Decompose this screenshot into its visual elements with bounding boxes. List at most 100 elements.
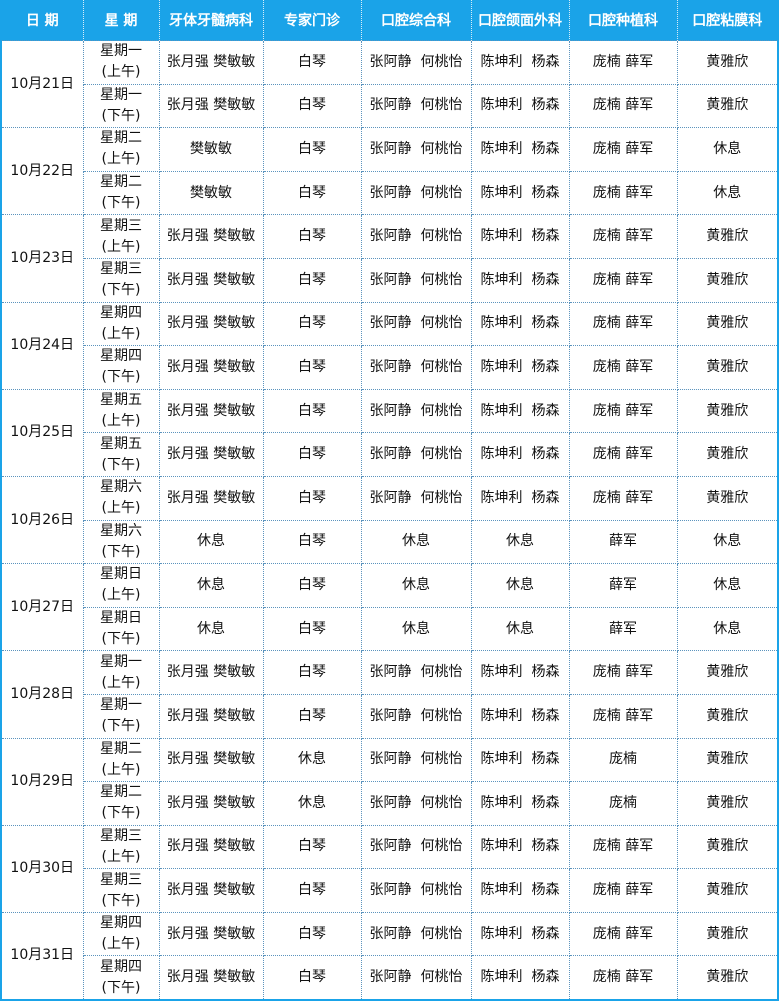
endodontics-cell: 张月强 樊敏敏	[158, 301, 264, 347]
table-row: 星期日 (下午) 休息 白琴 休息 休息 薛军 休息	[1, 606, 779, 652]
general-dentistry-cell: 张阿静 何桃怡	[360, 650, 472, 695]
maxillofacial-surgery-cell: 陈坤利 杨森	[470, 388, 570, 434]
general-dentistry-cell: 张阿静 何桃怡	[360, 40, 472, 85]
general-dentistry-cell: 张阿静 何桃怡	[360, 388, 472, 434]
session-label: (下午)	[101, 805, 141, 822]
session-label: (上午)	[101, 761, 141, 778]
table-row: 星期三 (下午) 张月强 樊敏敏 白琴 张阿静 何桃怡 陈坤利 杨森 庞楠 薛军 黄雅欣	[1, 868, 779, 913]
weekday-cell: 星期三 (上午)	[82, 824, 160, 870]
weekday-cell: 星期四 (上午)	[82, 911, 160, 957]
weekday-cell: 星期六 (下午)	[82, 519, 160, 565]
weekday-label: 星期六	[100, 479, 142, 496]
weekday-cell: 星期二 (上午)	[82, 737, 160, 783]
endodontics-cell: 休息	[158, 519, 264, 565]
session-label: (上午)	[101, 936, 141, 953]
expert-clinic-cell: 白琴	[262, 345, 362, 390]
implant-cell: 庞楠 薛军	[568, 127, 678, 172]
oral-mucosa-cell: 黄雅欣	[676, 432, 779, 477]
implant-cell: 庞楠	[568, 737, 678, 783]
expert-clinic-cell: 白琴	[262, 257, 362, 303]
general-dentistry-cell: 张阿静 何桃怡	[360, 83, 472, 129]
weekday-label: 星期三	[100, 261, 142, 278]
maxillofacial-surgery-cell: 陈坤利 杨森	[470, 214, 570, 259]
table-row: 10月26日 星期六 (上午) 张月强 樊敏敏 白琴 张阿静 何桃怡 陈坤利 杨森 庞楠 薛军…	[0, 475, 779, 565]
date-cell: 10月28日	[0, 650, 84, 739]
maxillofacial-surgery-cell: 陈坤利 杨森	[470, 475, 570, 521]
weekday-label: 星期日	[100, 566, 142, 583]
table-row: 星期二 (下午) 樊敏敏 白琴 张阿静 何桃怡 陈坤利 杨森 庞楠 薛军 休息	[1, 170, 779, 216]
weekday-label: 星期日	[100, 610, 142, 627]
general-dentistry-cell: 张阿静 何桃怡	[360, 432, 472, 477]
implant-cell: 庞楠 薛军	[568, 170, 678, 216]
date-cell: 10月21日	[0, 39, 84, 129]
weekday-cell: 星期二 (上午)	[82, 127, 160, 172]
date-cell: 10月26日	[0, 475, 84, 565]
expert-clinic-cell: 白琴	[262, 693, 362, 739]
general-dentistry-cell: 张阿静 何桃怡	[360, 127, 472, 172]
table-row: 10月27日 星期日 (上午) 休息 白琴 休息 休息 薛军 休息	[0, 563, 779, 652]
weekday-cell: 星期五 (上午)	[82, 388, 160, 434]
table-row: 10月24日 星期四 (上午) 张月强 樊敏敏 白琴 张阿静 何桃怡 陈坤利 杨森 庞楠 薛军…	[0, 301, 779, 390]
weekday-label: 星期六	[100, 522, 142, 539]
weekday-label: 星期一	[100, 697, 142, 714]
implant-cell: 庞楠 薛军	[568, 693, 678, 739]
weekday-cell: 星期三 (上午)	[82, 214, 160, 259]
oral-mucosa-cell: 休息	[676, 563, 779, 608]
header-general-dentistry: 口腔综合科	[360, 0, 471, 41]
expert-clinic-cell: 白琴	[262, 911, 362, 957]
date-cell: 10月22日	[0, 127, 84, 216]
expert-clinic-cell: 白琴	[262, 650, 362, 695]
session-label: (下午)	[101, 892, 141, 909]
endodontics-cell: 张月强 樊敏敏	[158, 214, 264, 259]
expert-clinic-cell: 白琴	[262, 563, 362, 608]
oral-mucosa-cell: 黄雅欣	[676, 868, 779, 913]
table-row: 10月22日 星期二 (上午) 樊敏敏 白琴 张阿静 何桃怡 陈坤利 杨森 庞楠 薛军 休息	[0, 127, 779, 216]
endodontics-cell: 张月强 樊敏敏	[158, 257, 264, 303]
session-label: (下午)	[101, 282, 141, 299]
implant-cell: 庞楠 薛军	[568, 650, 678, 695]
weekday-cell: 星期四 (下午)	[82, 345, 160, 390]
session-label: (上午)	[101, 64, 141, 81]
general-dentistry-cell: 张阿静 何桃怡	[360, 214, 472, 259]
expert-clinic-cell: 白琴	[262, 388, 362, 434]
table-row: 星期三 (下午) 张月强 樊敏敏 白琴 张阿静 何桃怡 陈坤利 杨森 庞楠 薛军 黄雅欣	[1, 257, 779, 303]
weekday-cell: 星期三 (下午)	[82, 868, 160, 913]
weekday-label: 星期二	[100, 130, 142, 147]
header-endodontics: 牙体牙髓病科	[158, 0, 263, 41]
endodontics-cell: 休息	[158, 563, 264, 608]
weekday-cell: 星期一 (下午)	[82, 693, 160, 739]
general-dentistry-cell: 张阿静 何桃怡	[360, 737, 472, 783]
table-row: 10月30日 星期三 (上午) 张月强 樊敏敏 白琴 张阿静 何桃怡 陈坤利 杨森 庞楠 薛军…	[0, 824, 779, 913]
oral-mucosa-cell: 黄雅欣	[676, 83, 779, 129]
session-label: (上午)	[101, 674, 141, 691]
date-cell: 10月29日	[0, 737, 84, 826]
oral-mucosa-cell: 休息	[676, 127, 779, 172]
oral-mucosa-cell: 黄雅欣	[676, 301, 779, 347]
implant-cell: 薛军	[568, 519, 678, 565]
weekday-cell: 星期日 (下午)	[82, 606, 160, 652]
oral-mucosa-cell: 黄雅欣	[676, 214, 779, 259]
header-weekday: 星 期	[82, 0, 159, 41]
implant-cell: 庞楠 薛军	[568, 475, 678, 521]
expert-clinic-cell: 白琴	[262, 127, 362, 172]
maxillofacial-surgery-cell: 陈坤利 杨森	[470, 737, 570, 783]
endodontics-cell: 张月强 樊敏敏	[158, 824, 264, 870]
oral-mucosa-cell: 黄雅欣	[676, 388, 779, 434]
table-row: 10月21日 星期一 (上午) 张月强 樊敏敏 白琴 张阿静 何桃怡 陈坤利 杨森 庞楠 薛军…	[0, 39, 779, 129]
session-label: (上午)	[101, 500, 141, 517]
endodontics-cell: 樊敏敏	[158, 127, 264, 172]
oral-mucosa-cell: 休息	[676, 606, 779, 652]
weekday-cell: 星期一 (上午)	[82, 40, 160, 85]
table-row: 10月28日 星期一 (上午) 张月强 樊敏敏 白琴 张阿静 何桃怡 陈坤利 杨森 庞楠 薛军…	[0, 650, 779, 739]
general-dentistry-cell: 休息	[360, 519, 472, 565]
maxillofacial-surgery-cell: 陈坤利 杨森	[470, 345, 570, 390]
weekday-cell: 星期二 (下午)	[82, 781, 160, 826]
date-cell: 10月27日	[0, 563, 84, 652]
implant-cell: 薛军	[568, 606, 678, 652]
endodontics-cell: 张月强 樊敏敏	[158, 781, 264, 826]
weekday-cell: 星期四 (上午)	[82, 301, 160, 347]
maxillofacial-surgery-cell: 陈坤利 杨森	[470, 911, 570, 957]
weekday-label: 星期三	[100, 871, 142, 888]
endodontics-cell: 张月强 樊敏敏	[158, 388, 264, 434]
